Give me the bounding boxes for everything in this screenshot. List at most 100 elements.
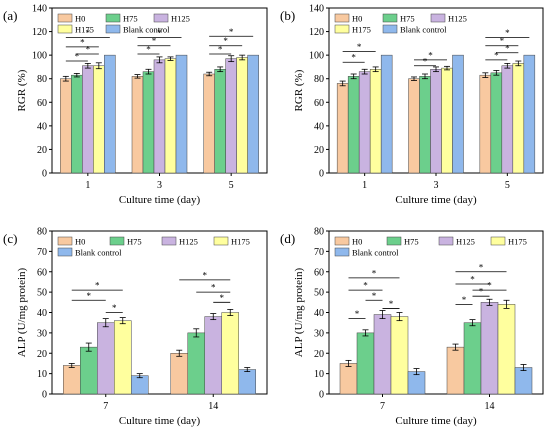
bar	[225, 58, 237, 174]
x-tick-label: 7	[103, 401, 108, 412]
y-tick-label: 0	[42, 169, 47, 180]
panel-label: (c)	[3, 231, 17, 246]
x-axis-label: Culture time (day)	[119, 194, 201, 206]
y-tick-label: 100	[32, 51, 47, 62]
bar	[175, 54, 188, 174]
legend-swatch	[386, 236, 402, 246]
bar	[501, 65, 514, 174]
x-tick-label: 14	[485, 401, 495, 412]
significance-star: *	[220, 293, 225, 303]
x-axis-label: Culture time (day)	[119, 415, 201, 427]
legend-swatch	[382, 24, 398, 34]
legend-swatch	[334, 247, 350, 257]
y-tick-label: 0	[42, 390, 47, 401]
bar	[479, 74, 492, 174]
bar	[204, 316, 222, 395]
significance-star: *	[86, 44, 91, 54]
legend-label: H75	[127, 237, 142, 247]
significance-star: *	[355, 309, 360, 319]
bar	[214, 69, 226, 174]
bar	[358, 71, 371, 174]
y-tick-label: 70	[314, 247, 324, 258]
significance-star: *	[86, 28, 91, 38]
y-axis-label: ALP (U/mg protein)	[293, 267, 305, 357]
bar	[221, 312, 239, 395]
legend-swatch	[57, 13, 73, 23]
legend-label: H125	[448, 14, 467, 24]
legend-label: H75	[404, 237, 419, 247]
significance-star: *	[75, 52, 80, 62]
x-tick-label: 5	[505, 180, 510, 191]
y-tick-label: 60	[314, 98, 324, 109]
bar	[497, 304, 516, 395]
bar	[104, 54, 116, 174]
legend-swatch	[334, 13, 350, 23]
bar	[131, 76, 144, 174]
y-tick-label: 50	[37, 288, 47, 299]
significance-star: *	[500, 36, 505, 46]
bar	[430, 69, 442, 174]
bar	[142, 71, 155, 174]
bar	[170, 353, 188, 395]
x-tick-label: 1	[85, 180, 90, 191]
y-tick-label: 120	[32, 27, 47, 38]
significance-star: *	[157, 28, 162, 38]
significance-star: *	[351, 53, 356, 63]
y-tick-label: 80	[314, 74, 324, 85]
legend-swatch	[105, 24, 121, 34]
legend-label: Blank control	[123, 25, 170, 35]
y-tick-label: 80	[37, 74, 47, 85]
legend-label: H175	[508, 237, 527, 247]
x-tick-label: 7	[380, 401, 385, 412]
bar	[71, 74, 83, 174]
y-tick-label: 40	[37, 121, 47, 132]
significance-star: *	[211, 283, 216, 293]
bar	[236, 57, 248, 174]
legend-swatch	[57, 236, 73, 246]
bar	[463, 322, 482, 395]
y-axis-label: RGR (%)	[16, 69, 28, 111]
significance-star: *	[505, 43, 510, 53]
y-tick-label: 20	[37, 145, 47, 156]
panel-label: (d)	[280, 231, 295, 246]
bar	[63, 365, 81, 395]
y-tick-label: 10	[314, 369, 324, 380]
significance-star: *	[487, 281, 492, 291]
y-axis-label: ALP (U/mg protein)	[16, 267, 28, 357]
y-tick-label: 0	[319, 169, 324, 180]
legend-swatch	[57, 247, 73, 257]
y-tick-label: 80	[37, 227, 47, 238]
legend-swatch	[334, 24, 350, 34]
legend-swatch	[430, 13, 446, 23]
significance-star: *	[389, 299, 394, 309]
x-tick-label: 3	[434, 180, 439, 191]
legend-label: H0	[352, 14, 362, 24]
legend-label: H125	[171, 14, 190, 24]
y-tick-label: 40	[314, 121, 324, 132]
legend-label: Blank control	[352, 248, 399, 258]
legend-label: Blank control	[400, 25, 447, 35]
significance-star: *	[479, 287, 484, 297]
bar	[164, 58, 177, 174]
bar	[203, 73, 215, 174]
significance-star: *	[357, 42, 362, 52]
legend-swatch	[438, 236, 454, 246]
y-tick-label: 20	[314, 145, 324, 156]
significance-star: *	[372, 291, 377, 301]
bar	[347, 76, 360, 174]
significance-star: *	[146, 44, 151, 54]
bar	[238, 369, 256, 395]
bar	[446, 346, 465, 395]
bar	[480, 302, 499, 395]
bar	[131, 375, 149, 395]
panel-label: (a)	[3, 8, 17, 23]
significance-star: *	[494, 50, 499, 60]
legend-swatch	[57, 24, 73, 34]
significance-star: *	[462, 295, 467, 305]
legend-swatch	[213, 236, 229, 246]
legend-label: H125	[456, 237, 475, 247]
bar	[153, 59, 166, 174]
significance-star: *	[479, 262, 484, 272]
